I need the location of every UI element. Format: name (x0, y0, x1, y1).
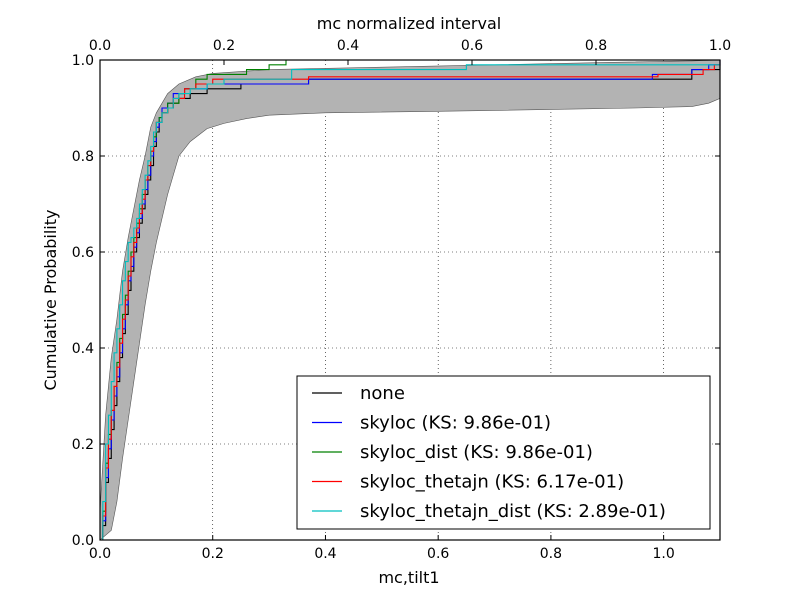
top-x-tick-label-2: 0.4 (337, 38, 359, 54)
series-line-4 (100, 60, 721, 541)
legend: none skyloc (KS: 9.86e-01) skyloc_dist (KS… (296, 375, 711, 530)
legend-label-2: skyloc_dist (KS: 9.86e-01) (360, 442, 593, 463)
y-tick-label-4: 0.8 (72, 149, 94, 165)
top-x-axis-label: mc normalized interval (317, 14, 501, 33)
x-axis-label: mc,tilt1 (378, 568, 439, 587)
legend-label-4: skyloc_thetajn_dist (KS: 2.89e-01) (360, 501, 666, 522)
x-tick-label-2: 0.4 (314, 546, 336, 562)
top-x-tick-label-5: 1.0 (709, 38, 731, 54)
y-tick-label-5: 1.0 (72, 53, 94, 69)
x-tick-label-3: 0.6 (427, 546, 449, 562)
top-x-tick-label-0: 0.0 (89, 38, 111, 54)
legend-label-1: skyloc (KS: 9.86e-01) (360, 413, 551, 434)
top-x-tick-label-1: 0.2 (213, 38, 235, 54)
y-tick-label-1: 0.2 (72, 437, 94, 453)
legend-box (296, 375, 711, 530)
axis-ticks: 0.0 0.2 0.4 0.6 0.8 1.00.0 0.2 0.4 0.6 0.8 1.00.00… (72, 38, 731, 562)
y-tick-label-3: 0.6 (72, 245, 94, 261)
x-tick-label-5: 1.0 (653, 546, 675, 562)
y-tick-label-0: 0.0 (72, 533, 94, 549)
top-x-tick-label-3: 0.6 (461, 38, 483, 54)
legend-label-0: none (360, 383, 405, 404)
top-x-tick-label-4: 0.8 (585, 38, 607, 54)
x-tick-label-1: 0.2 (202, 546, 224, 562)
y-tick-label-2: 0.4 (72, 341, 94, 357)
x-tick-label-0: 0.0 (89, 546, 111, 562)
y-axis-label: Cumulative Probability (41, 210, 60, 391)
series-line-3 (100, 60, 721, 541)
legend-label-3: skyloc_thetajn (KS: 6.17e-01) (360, 472, 624, 493)
plot-frame (99, 59, 721, 541)
series-line-0 (100, 64, 721, 541)
x-tick-label-4: 0.8 (540, 546, 562, 562)
series-lines (100, 59, 721, 541)
